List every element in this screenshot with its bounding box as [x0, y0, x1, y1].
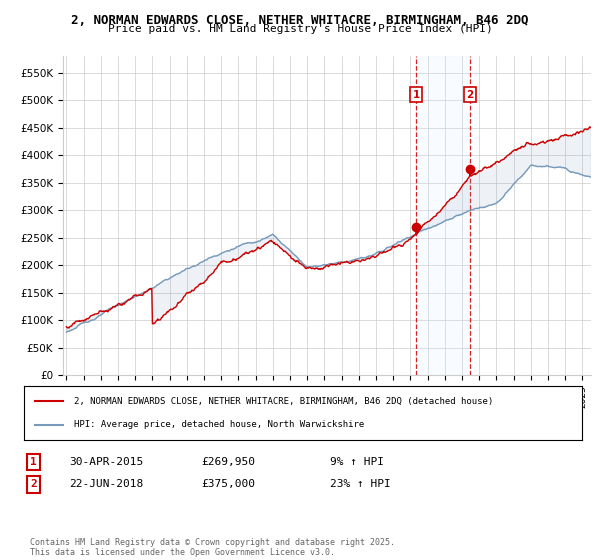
Bar: [416, 56, 470, 375]
Text: 2, NORMAN EDWARDS CLOSE, NETHER WHITACRE, BIRMINGHAM, B46 2DQ (detached house): 2, NORMAN EDWARDS CLOSE, NETHER WHITACRE…: [74, 397, 493, 406]
Text: 22-JUN-2018: 22-JUN-2018: [69, 479, 143, 489]
Text: 9% ↑ HPI: 9% ↑ HPI: [330, 457, 384, 467]
Text: 1: 1: [30, 457, 37, 467]
Text: £269,950: £269,950: [201, 457, 255, 467]
Text: Price paid vs. HM Land Registry's House Price Index (HPI): Price paid vs. HM Land Registry's House …: [107, 24, 493, 34]
Text: 2: 2: [466, 90, 474, 100]
Text: Contains HM Land Registry data © Crown copyright and database right 2025.
This d: Contains HM Land Registry data © Crown c…: [30, 538, 395, 557]
Text: 2, NORMAN EDWARDS CLOSE, NETHER WHITACRE, BIRMINGHAM, B46 2DQ: 2, NORMAN EDWARDS CLOSE, NETHER WHITACRE…: [71, 14, 529, 27]
Text: 1: 1: [412, 90, 420, 100]
Text: 23% ↑ HPI: 23% ↑ HPI: [330, 479, 391, 489]
Text: HPI: Average price, detached house, North Warwickshire: HPI: Average price, detached house, Nort…: [74, 420, 364, 429]
Text: £375,000: £375,000: [201, 479, 255, 489]
Text: 30-APR-2015: 30-APR-2015: [69, 457, 143, 467]
Text: 2: 2: [30, 479, 37, 489]
